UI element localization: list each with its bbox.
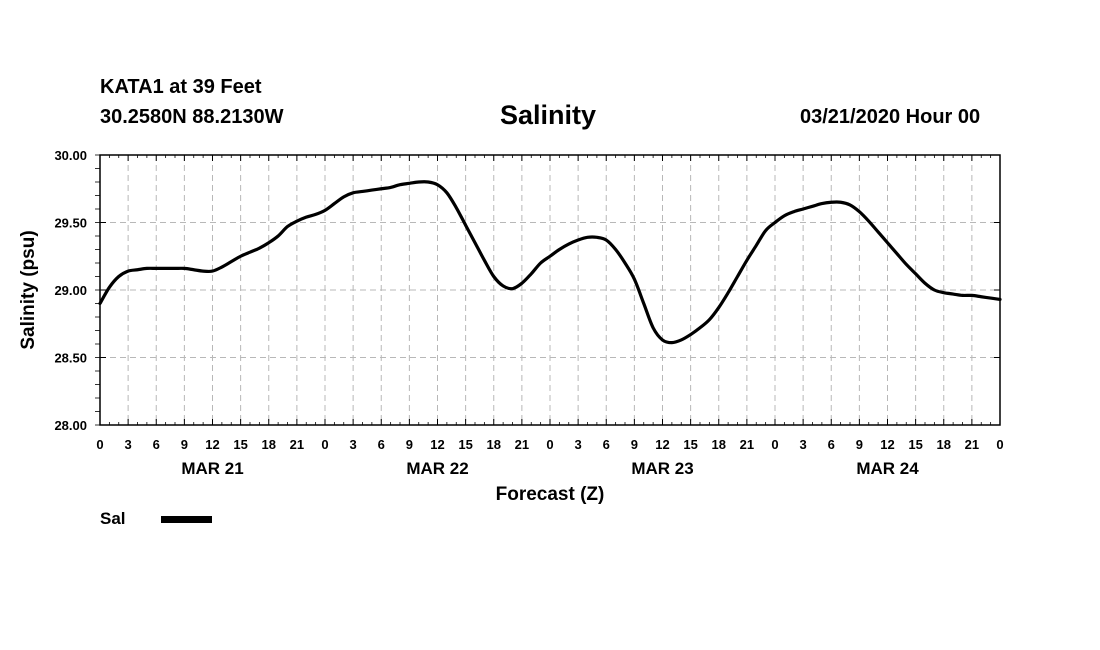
grid-lines <box>100 155 1000 425</box>
x-tick-label: 6 <box>153 437 160 452</box>
series-line-sal <box>98 180 1002 345</box>
y-tick-label: 28.50 <box>54 351 87 366</box>
x-tick-label: 9 <box>181 437 188 452</box>
day-label: MAR 23 <box>631 459 693 478</box>
x-tick-label: 0 <box>771 437 778 452</box>
x-tick-label: 12 <box>655 437 669 452</box>
y-tick-labels: 28.00 28.50 29.00 29.50 30.00 <box>54 148 87 433</box>
x-tick-label: 9 <box>631 437 638 452</box>
day-label: MAR 22 <box>406 459 468 478</box>
y-tick-label: 30.00 <box>54 148 87 163</box>
day-labels: MAR 21 MAR 22 MAR 23 MAR 24 <box>181 459 919 478</box>
x-tick-label: 18 <box>712 437 726 452</box>
x-tick-label: 15 <box>683 437 697 452</box>
x-tick-labels: 0 3 6 9 12 15 18 21 0 3 6 9 12 15 18 21 0 3 6 9 12 15 18 21 0 3 6 9… <box>96 437 1003 452</box>
x-tick-label: 21 <box>515 437 529 452</box>
x-tick-label: 21 <box>740 437 754 452</box>
day-label: MAR 21 <box>181 459 243 478</box>
y-axis-label: Salinity (psu) <box>18 230 39 349</box>
x-tick-label: 15 <box>908 437 922 452</box>
x-tick-label: 9 <box>406 437 413 452</box>
x-tick-label: 15 <box>233 437 247 452</box>
x-tick-label: 12 <box>880 437 894 452</box>
x-tick-label: 6 <box>828 437 835 452</box>
x-tick-label: 12 <box>205 437 219 452</box>
y-tick-label: 29.50 <box>54 216 87 231</box>
x-tick-label: 3 <box>800 437 807 452</box>
day-label: MAR 24 <box>856 459 919 478</box>
x-tick-label: 3 <box>575 437 582 452</box>
x-tick-label: 18 <box>262 437 276 452</box>
legend-label: Sal <box>100 509 126 528</box>
x-tick-label: 9 <box>856 437 863 452</box>
x-tick-label: 21 <box>290 437 304 452</box>
station-coordinates: 30.2580N 88.2130W <box>100 106 284 128</box>
x-tick-label: 0 <box>546 437 553 452</box>
x-tick-label: 6 <box>378 437 385 452</box>
x-tick-label: 0 <box>996 437 1003 452</box>
x-tick-label: 18 <box>487 437 501 452</box>
forecast-run-time: 03/21/2020 Hour 00 <box>800 106 981 128</box>
x-axis-label: Forecast (Z) <box>496 484 605 505</box>
x-tick-label: 18 <box>937 437 951 452</box>
y-tick-label: 28.00 <box>54 418 87 433</box>
chart-title: Salinity <box>500 100 597 130</box>
x-tick-label: 6 <box>603 437 610 452</box>
x-tick-label: 0 <box>96 437 103 452</box>
x-tick-label: 21 <box>965 437 979 452</box>
legend-swatch <box>161 516 212 523</box>
x-tick-label: 0 <box>321 437 328 452</box>
x-tick-label: 3 <box>350 437 357 452</box>
plot-frame <box>99 154 1001 426</box>
x-tick-label: 15 <box>458 437 472 452</box>
station-label: KATA1 at 39 Feet <box>100 76 262 98</box>
x-tick-label: 3 <box>125 437 132 452</box>
y-tick-label: 29.00 <box>54 283 87 298</box>
x-tick-label: 12 <box>430 437 444 452</box>
